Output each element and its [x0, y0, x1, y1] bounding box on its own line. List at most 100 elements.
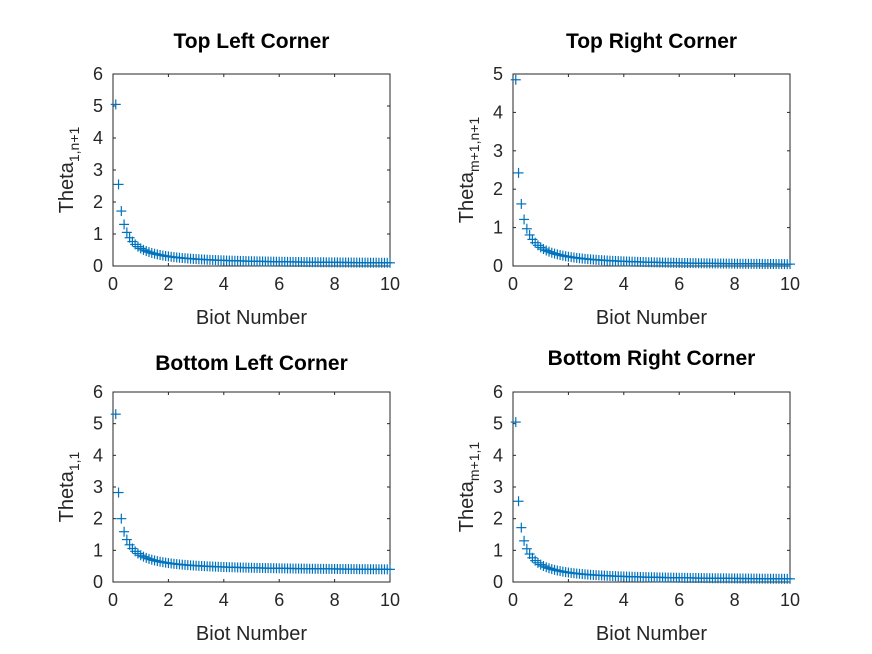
y-axis-label-subscript: m+1,1 — [466, 442, 482, 482]
x-tick-label: 2 — [563, 590, 573, 610]
y-tick-label: 6 — [93, 64, 103, 84]
x-axis-label: Biot Number — [596, 307, 707, 329]
y-tick-label: 1 — [93, 224, 103, 244]
y-tick-label: 3 — [493, 141, 503, 161]
x-tick-label: 4 — [219, 590, 229, 610]
data-point — [110, 409, 121, 420]
plot-frame — [512, 73, 791, 267]
y-axis-label: Theta1,n+1 — [56, 127, 82, 214]
data-point — [113, 487, 124, 498]
x-tick-label: 8 — [730, 590, 740, 610]
y-tick-label: 1 — [493, 540, 503, 560]
x-tick-label: 10 — [380, 590, 400, 610]
x-tick-label: 0 — [508, 274, 518, 294]
subplot-1: Top Left Corner 0 2 4 6 8 10 0 1 2 3 4 5 6 Biot Number… — [56, 30, 400, 329]
y-tick-label: 1 — [93, 540, 103, 560]
chart-title: Top Left Corner — [174, 30, 330, 53]
data-point — [519, 214, 530, 225]
y-tick-label: 4 — [493, 445, 503, 465]
x-tick-label: 0 — [108, 590, 118, 610]
y-tick-label: 3 — [93, 477, 103, 497]
y-tick-label: 0 — [493, 572, 503, 592]
y-tick-label: 2 — [93, 509, 103, 529]
data-point — [121, 534, 132, 545]
x-axis-label: Biot Number — [196, 623, 307, 645]
x-axis-label: Biot Number — [596, 623, 707, 645]
y-tick-label: 2 — [493, 509, 503, 529]
y-tick-label: 0 — [93, 572, 103, 592]
data-point — [519, 535, 530, 546]
x-tick-label: 8 — [330, 274, 340, 294]
y-axis-label-base: Theta — [56, 470, 78, 522]
y-axis-label: Thetam+1,1 — [456, 442, 482, 533]
y-tick-label: 3 — [93, 160, 103, 180]
y-tick-label: 5 — [93, 96, 103, 116]
x-tick-label: 4 — [619, 274, 629, 294]
y-tick-label: 0 — [93, 256, 103, 276]
data-point — [385, 564, 395, 575]
y-axis-label-base: Theta — [56, 161, 78, 213]
x-tick-label: 10 — [380, 274, 400, 294]
x-tick-label: 0 — [508, 590, 518, 610]
y-tick-label: 3 — [493, 477, 503, 497]
x-tick-label: 2 — [563, 274, 573, 294]
y-tick-label: 0 — [493, 256, 503, 276]
x-tick-label: 2 — [163, 590, 173, 610]
data-point — [116, 513, 127, 524]
y-tick-label: 4 — [493, 102, 503, 122]
x-tick-label: 6 — [674, 590, 684, 610]
subplot-3: Bottom Left Corner 0 2 4 6 8 10 0 1 2 3 4 5 6 Biot Num… — [56, 352, 400, 645]
y-tick-label: 5 — [93, 414, 103, 434]
x-tick-label: 6 — [674, 274, 684, 294]
chart-title: Top Right Corner — [566, 30, 737, 53]
x-axis-label: Biot Number — [196, 307, 307, 329]
x-tick-label: 4 — [619, 590, 629, 610]
data-point — [116, 206, 127, 217]
y-axis-label-subscript: 1,1 — [66, 451, 82, 471]
chart-title: Bottom Right Corner — [548, 347, 756, 370]
x-tick-label: 10 — [780, 274, 800, 294]
data-point — [110, 99, 121, 110]
y-tick-label: 6 — [493, 382, 503, 402]
y-tick-label: 5 — [493, 64, 503, 84]
y-axis-label: Thetam+1,n+1 — [456, 117, 482, 224]
x-tick-label: 4 — [219, 274, 229, 294]
chart-title: Bottom Left Corner — [155, 352, 348, 375]
data-point — [385, 257, 395, 268]
x-tick-label: 0 — [108, 274, 118, 294]
y-tick-label: 5 — [493, 414, 503, 434]
subplot-2: Top Right Corner 0 2 4 6 8 10 0 1 2 3 4 5 Biot Number… — [456, 30, 800, 329]
data-point — [785, 573, 795, 584]
data-point — [119, 526, 130, 537]
data-point — [513, 496, 524, 507]
y-tick-label: 2 — [493, 179, 503, 199]
data-point — [510, 74, 521, 85]
data-point — [521, 223, 532, 234]
y-axis-label-subscript: m+1,n+1 — [466, 117, 482, 172]
x-tick-label: 8 — [330, 590, 340, 610]
y-axis-label-base: Theta — [456, 480, 478, 532]
y-tick-label: 4 — [93, 445, 103, 465]
x-tick-label: 6 — [274, 590, 284, 610]
data-point — [516, 522, 527, 533]
x-tick-label: 8 — [730, 274, 740, 294]
y-tick-label: 6 — [93, 382, 103, 402]
plot-frame — [112, 73, 391, 267]
data-point — [521, 543, 532, 554]
y-tick-label: 1 — [493, 218, 503, 238]
x-tick-label: 6 — [274, 274, 284, 294]
y-axis-label-subscript: 1,n+1 — [66, 127, 82, 163]
x-tick-label: 10 — [780, 590, 800, 610]
data-point — [785, 259, 795, 270]
x-tick-label: 2 — [163, 274, 173, 294]
plot-frame — [112, 391, 391, 583]
y-axis-label: Theta1,1 — [56, 451, 82, 522]
data-point — [121, 227, 132, 238]
data-point — [510, 417, 521, 428]
data-point — [516, 198, 527, 209]
subplot-4: Bottom Right Corner 0 2 4 6 8 10 0 1 2 3 4 5 6 Biot Nu… — [456, 347, 800, 645]
y-tick-label: 2 — [93, 192, 103, 212]
data-point — [513, 167, 524, 178]
data-point — [119, 219, 130, 230]
